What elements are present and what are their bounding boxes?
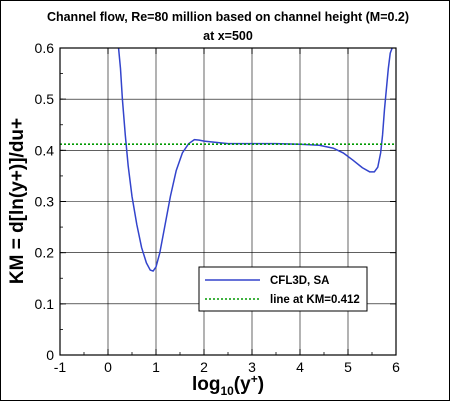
chart-title-line2: at x=500 <box>203 29 253 43</box>
y-axis-label: KM = d[ln(y+)]/du+ <box>7 118 28 284</box>
x-tick-label: 0 <box>104 359 112 375</box>
legend-box <box>198 266 368 312</box>
x-tick-label: 1 <box>152 359 160 375</box>
tick-marks <box>59 47 397 356</box>
legend: CFL3D, SA line at KM=0.412 <box>198 266 368 312</box>
x-tick-label: 3 <box>248 359 256 375</box>
x-tick-label: 2 <box>200 359 208 375</box>
x-tick-labels: -1 0 1 2 3 4 5 6 <box>54 359 400 375</box>
y-tick-label: 0.5 <box>35 91 55 107</box>
x-tick-label: 5 <box>344 359 352 375</box>
legend-label-km-line: line at KM=0.412 <box>270 294 360 306</box>
y-tick-label: 0.1 <box>35 296 55 312</box>
y-tick-label: 0 <box>46 347 54 363</box>
y-tick-label: 0.2 <box>35 245 55 261</box>
y-tick-label: 0.4 <box>35 142 55 158</box>
x-tick-label: 4 <box>296 359 304 375</box>
y-tick-label: 0.6 <box>35 40 55 56</box>
x-tick-label: 6 <box>392 359 400 375</box>
x-tick-label: -1 <box>54 359 67 375</box>
legend-label-cfl3d: CFL3D, SA <box>270 275 329 287</box>
series-layer <box>60 48 396 272</box>
y-tick-label: 0.3 <box>35 194 55 210</box>
series-line-cfl3d <box>117 48 393 272</box>
x-axis-label: log10(y+) <box>192 372 264 398</box>
chart-title-line1: Channel flow, Re=80 million based on cha… <box>47 10 409 24</box>
y-tick-labels: 0 0.1 0.2 0.3 0.4 0.5 0.6 <box>35 40 55 363</box>
